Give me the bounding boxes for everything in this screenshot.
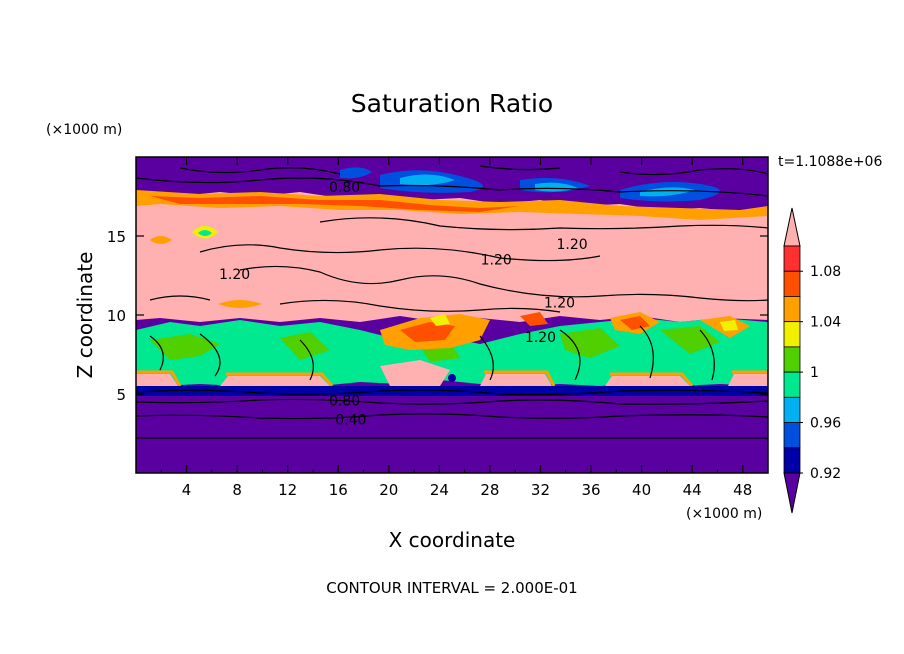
low-orange-rims xyxy=(136,370,768,387)
pink-island-orange xyxy=(150,236,262,308)
colorbar-segment xyxy=(783,396,801,423)
y-unit-label: (×1000 m) xyxy=(46,122,122,138)
colorbar-label: 0.92 xyxy=(810,466,841,482)
colorbar-segment xyxy=(783,422,801,449)
y-tick-label: 5 xyxy=(116,386,126,404)
colorbar: 1.08 1.04 1 0.96 0.92 xyxy=(783,207,841,514)
x-tick-label: 12 xyxy=(278,481,297,499)
y-axis: 5 10 15 xyxy=(107,228,768,404)
contour-label: 1.20 xyxy=(525,330,556,346)
pink-supersaturated-region xyxy=(136,192,768,322)
x-tick-label: 44 xyxy=(683,481,702,499)
colorbar-segment xyxy=(783,371,801,398)
x-tick-label: 16 xyxy=(329,481,348,499)
contour-mid-120c xyxy=(149,295,561,313)
contour-label: 1.20 xyxy=(544,295,575,311)
x-tick-label: 48 xyxy=(733,481,752,499)
contour-upper-040 xyxy=(179,165,768,176)
colorbar-label: 1.08 xyxy=(810,264,841,280)
y-axis-title: Z coordinate xyxy=(73,252,97,379)
contour-mid-120 xyxy=(239,265,768,302)
chart-title: Saturation Ratio xyxy=(351,89,553,118)
colorbar-top-triangle xyxy=(783,207,801,247)
y-tick-label: 10 xyxy=(107,307,126,325)
x-tick-label: 32 xyxy=(531,481,550,499)
contour-label: 1.20 xyxy=(556,237,587,253)
pink-island-green xyxy=(198,230,212,236)
small-blue-dot xyxy=(448,374,456,382)
x-axis: 4 8 12 16 20 24 28 32 36 40 44 48 xyxy=(160,157,752,499)
contour-label: 0.80 xyxy=(329,393,360,409)
colorbar-segment xyxy=(783,296,801,323)
colorbar-segment xyxy=(783,447,801,474)
x-axis-title: X coordinate xyxy=(389,528,516,552)
colorbar-segment xyxy=(783,321,801,348)
colorbar-label: 0.96 xyxy=(810,416,841,432)
contour-low-060 xyxy=(136,398,768,405)
contour-upper-120b xyxy=(199,244,601,262)
contour-upper-120a xyxy=(319,217,768,231)
colorbar-segment xyxy=(783,270,801,297)
red-convective-patches xyxy=(400,312,650,342)
low-purple-band xyxy=(136,396,768,473)
contour-labels: 0.80 1.20 1.20 1.20 1.20 1.20 0.80 0.40 xyxy=(219,180,588,428)
x-tick-label: 28 xyxy=(480,481,499,499)
contour-label: 0.80 xyxy=(329,180,360,196)
contour-field xyxy=(136,157,768,473)
contour-lines xyxy=(136,165,768,439)
contour-low-040 xyxy=(136,413,768,420)
contour-low-080 xyxy=(136,389,768,396)
x-tick-label: 36 xyxy=(581,481,600,499)
x-tick-label: 8 xyxy=(232,481,242,499)
contour-cloud-edges xyxy=(149,325,715,381)
x-unit-label: (×1000 m) xyxy=(686,506,762,522)
colorbar-segment xyxy=(783,346,801,373)
time-label: t=1.1088e+06 xyxy=(778,154,882,170)
colorbar-label: 1 xyxy=(810,365,819,381)
x-tick-label: 20 xyxy=(379,481,398,499)
contour-label: 1.20 xyxy=(481,253,512,269)
contour-interval-footer: CONTOUR INTERVAL = 2.000E-01 xyxy=(326,579,577,597)
low-pink-mounds xyxy=(136,360,768,386)
x-tick-label: 4 xyxy=(182,481,192,499)
contour-label: 0.40 xyxy=(335,412,366,428)
contour-label: 1.20 xyxy=(219,267,250,283)
contour-upper-080 xyxy=(136,177,768,197)
x-tick-label: 24 xyxy=(430,481,449,499)
upper-red-band xyxy=(150,196,520,212)
upper-orange-band xyxy=(136,190,768,220)
colorbar-label: 1.04 xyxy=(810,315,841,331)
x-tick-label: 40 xyxy=(632,481,651,499)
colorbar-bottom-triangle xyxy=(783,472,801,514)
upper-cyan-streaks xyxy=(400,174,695,197)
colorbar-segment xyxy=(783,245,801,272)
y-tick-label: 15 xyxy=(107,228,126,246)
orange-convective-patches xyxy=(380,312,750,350)
